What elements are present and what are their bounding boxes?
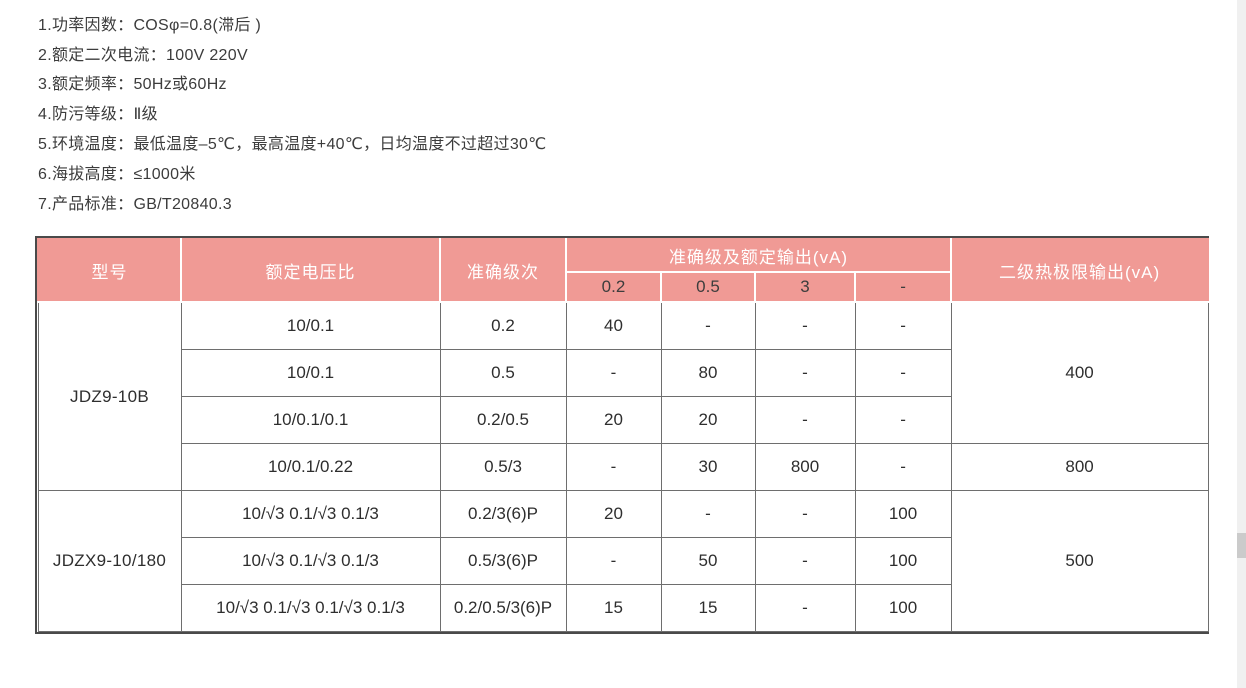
output-cell: - <box>854 349 952 397</box>
output-cell: 15 <box>660 584 756 632</box>
output-cell: - <box>565 349 662 397</box>
class-cell: 0.2/0.5/3(6)P <box>439 584 567 632</box>
note-item: 4.防污等级：Ⅱ级 <box>38 106 158 124</box>
thermal-cell: 800 <box>950 443 1209 491</box>
note-item: 1.功率因数：COSφ=0.8(滞后 ) <box>38 16 262 34</box>
output-cell: 50 <box>660 537 756 585</box>
thermal-cell: 400 <box>950 301 1209 444</box>
class-cell: 0.5/3 <box>439 443 567 491</box>
note-item: 2.额定二次电流：100V 220V <box>38 46 248 64</box>
notes-list: 1.功率因数：COSφ=0.8(滞后 ) 2.额定二次电流：100V 220V … <box>38 8 547 217</box>
header-accuracy-col-0-5: 0.5 <box>660 271 756 303</box>
header-accuracy-col-0-2: 0.2 <box>565 271 662 303</box>
output-cell: 15 <box>565 584 662 632</box>
scrollbar-thumb[interactable] <box>1237 533 1246 558</box>
output-cell: - <box>854 443 952 491</box>
note-item: 5.环境温度：最低温度–5℃，最高温度+40℃，日均温度不过超过30℃ <box>38 136 547 154</box>
output-cell: 30 <box>660 443 756 491</box>
output-cell: - <box>754 396 856 444</box>
model-cell: JDZX9-10/180 <box>37 490 182 632</box>
header-accuracy-col-dash: - <box>853 271 953 303</box>
class-cell: 0.5/3(6)P <box>439 537 567 585</box>
output-cell: 20 <box>660 396 756 444</box>
header-accuracy-output-group: 准确级及额定输出(vA) <box>564 238 953 273</box>
output-cell: 20 <box>565 396 662 444</box>
output-cell: 80 <box>660 349 756 397</box>
ratio-cell: 10/0.1/0.22 <box>180 443 441 491</box>
class-cell: 0.2 <box>439 301 567 350</box>
header-accuracy-col-3: 3 <box>754 271 856 303</box>
output-cell: 800 <box>754 443 856 491</box>
output-cell: - <box>754 584 856 632</box>
scrollbar-track[interactable] <box>1237 0 1246 688</box>
table-row: 10/0.1 0.5 - 80 - - <box>38 349 1208 397</box>
ratio-cell: 10/√3 0.1/√3 0.1/3 <box>180 537 441 585</box>
header-accuracy-class: 准确级次 <box>439 238 567 303</box>
output-cell: 100 <box>854 490 952 538</box>
thermal-cell: 500 <box>950 490 1209 632</box>
output-cell: 100 <box>854 537 952 585</box>
output-cell: - <box>854 396 952 444</box>
ratio-cell: 10/0.1 <box>180 301 441 350</box>
output-cell: - <box>660 490 756 538</box>
class-cell: 0.2/0.5 <box>439 396 567 444</box>
table-row: 10/√3 0.1/√3 0.1/√3 0.1/3 0.2/0.5/3(6)P … <box>38 584 1208 632</box>
model-cell: JDZ9-10B <box>37 301 182 491</box>
header-thermal-limit: 二级热极限输出(vA) <box>950 238 1210 303</box>
output-cell: - <box>754 349 856 397</box>
class-cell: 0.5 <box>439 349 567 397</box>
output-cell: - <box>854 301 952 350</box>
output-cell: 20 <box>565 490 662 538</box>
table-row: JDZX9-10/180 10/√3 0.1/√3 0.1/3 0.2/3(6)… <box>37 490 1209 632</box>
output-cell: - <box>754 490 856 538</box>
ratio-cell: 10/0.1/0.1 <box>180 396 441 444</box>
note-item: 7.产品标准：GB/T20840.3 <box>38 195 232 213</box>
table-row: 10/0.1/0.22 0.5/3 - 30 800 - 800 <box>38 443 1209 491</box>
spec-table: 型号 额定电压比 准确级次 准确级及额定输出(vA) 二级热极限输出(vA) 0… <box>35 236 1210 634</box>
output-cell: - <box>754 537 856 585</box>
note-item: 6.海拔高度：≤1000米 <box>38 165 196 183</box>
table-row: 10/0.1/0.1 0.2/0.5 20 20 - - <box>38 396 1208 444</box>
header-model: 型号 <box>37 238 182 303</box>
output-cell: 100 <box>854 584 952 632</box>
output-cell: - <box>565 443 662 491</box>
ratio-cell: 10/√3 0.1/√3 0.1/3 <box>180 490 441 538</box>
output-cell: - <box>565 537 662 585</box>
table-row: JDZ9-10B 10/0.1 0.2 40 - - - 400 <box>37 301 1209 491</box>
ratio-cell: 10/√3 0.1/√3 0.1/√3 0.1/3 <box>180 584 441 632</box>
ratio-cell: 10/0.1 <box>180 349 441 397</box>
header-voltage-ratio: 额定电压比 <box>180 238 441 303</box>
output-cell: - <box>754 301 856 350</box>
note-item: 3.额定频率：50Hz或60Hz <box>38 76 227 94</box>
output-cell: 40 <box>565 301 662 350</box>
output-cell: - <box>660 301 756 350</box>
class-cell: 0.2/3(6)P <box>439 490 567 538</box>
